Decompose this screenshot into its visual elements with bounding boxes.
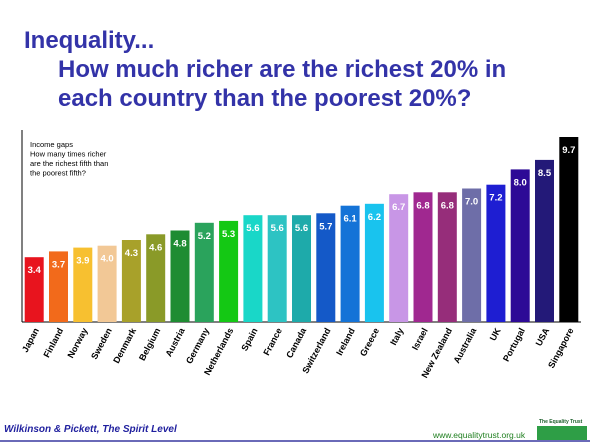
value-label: 3.4 bbox=[28, 265, 42, 276]
value-label: 3.9 bbox=[76, 256, 89, 267]
bars-group bbox=[24, 137, 579, 322]
bar-belgium bbox=[146, 234, 166, 322]
bar-denmark bbox=[121, 240, 141, 322]
annotation-line: How many times richer bbox=[30, 150, 107, 159]
value-label: 4.0 bbox=[100, 254, 113, 265]
bar-netherlands bbox=[219, 220, 239, 322]
annotation-line: are the richest fifth than bbox=[30, 159, 108, 168]
title-line-1: Inequality... bbox=[24, 27, 155, 54]
value-label: 4.6 bbox=[149, 242, 162, 253]
bar-greece bbox=[364, 203, 384, 322]
bottom-rule bbox=[0, 440, 590, 442]
value-label: 6.2 bbox=[368, 212, 381, 223]
value-label: 6.1 bbox=[343, 214, 357, 225]
bar-austria bbox=[170, 230, 190, 322]
category-label: Japan bbox=[20, 326, 41, 354]
category-label: Denmark bbox=[111, 325, 138, 365]
value-label: 5.3 bbox=[222, 229, 235, 240]
category-label: Australia bbox=[451, 325, 478, 365]
value-label: 4.3 bbox=[125, 248, 138, 259]
bar-norway bbox=[73, 247, 93, 322]
title-line-2: How much richer are the richest 20% in bbox=[58, 56, 507, 83]
bar-switzerland bbox=[316, 213, 336, 322]
category-label: Greece bbox=[358, 326, 381, 358]
annotation-line: Income gaps bbox=[30, 140, 73, 149]
value-label: 9.7 bbox=[562, 145, 575, 156]
bar-japan bbox=[24, 257, 44, 322]
value-label: 7.0 bbox=[465, 197, 478, 208]
bar-spain bbox=[243, 215, 263, 322]
category-label: Israel bbox=[410, 326, 430, 351]
value-label: 5.2 bbox=[198, 231, 211, 242]
bar-portugal bbox=[510, 169, 530, 322]
bar-singapore bbox=[559, 137, 579, 322]
annotation-line: the poorest fifth? bbox=[30, 169, 86, 178]
value-label: 7.2 bbox=[489, 193, 502, 204]
value-label: 5.6 bbox=[246, 223, 259, 234]
bar-usa bbox=[535, 159, 554, 322]
bar-sweden bbox=[97, 245, 117, 322]
category-label: Singapore bbox=[546, 326, 575, 370]
bar-canada bbox=[292, 215, 311, 322]
value-label: 4.8 bbox=[173, 239, 186, 250]
bar-italy bbox=[389, 194, 409, 322]
value-label: 6.8 bbox=[441, 200, 454, 211]
category-label: Belgium bbox=[137, 326, 163, 362]
category-label: Norway bbox=[65, 326, 89, 359]
category-label: Italy bbox=[388, 326, 405, 347]
title-line-3: each country than the poorest 20%? bbox=[58, 85, 472, 112]
category-label: Finland bbox=[41, 326, 65, 359]
logo-bar bbox=[537, 418, 587, 426]
value-label: 5.7 bbox=[319, 221, 332, 232]
value-label: 6.7 bbox=[392, 202, 405, 213]
bar-germany bbox=[194, 222, 214, 322]
bar-uk bbox=[486, 184, 506, 322]
bar-finland bbox=[49, 251, 68, 322]
bar-france bbox=[267, 215, 287, 322]
value-label: 6.8 bbox=[416, 200, 429, 211]
category-label: Canada bbox=[284, 325, 309, 359]
logo-text: The Equality Trust bbox=[539, 419, 583, 425]
value-label: 8.0 bbox=[514, 177, 527, 188]
value-label: 8.5 bbox=[538, 168, 552, 179]
category-label: Sweden bbox=[89, 326, 114, 361]
footer-url-link[interactable]: www.equalitytrust.org.uk bbox=[433, 430, 526, 440]
equality-trust-logo: The Equality Trust bbox=[537, 418, 587, 442]
category-label: France bbox=[261, 326, 284, 357]
bar-new-zealand bbox=[437, 192, 457, 322]
category-label: Portugal bbox=[501, 326, 527, 363]
bar-israel bbox=[413, 192, 433, 322]
value-labels-group: 3.4 3.7 3.9 4.0 4.3 4.6 4.8 5.2 5.3 5.6 5.6 5.6 5.7 6… bbox=[28, 145, 576, 276]
category-label: Germany bbox=[184, 326, 211, 365]
value-label: 5.6 bbox=[295, 223, 308, 234]
category-label: Austria bbox=[163, 325, 187, 358]
bar-ireland bbox=[340, 205, 360, 322]
category-label: Spain bbox=[239, 326, 259, 352]
value-label: 5.6 bbox=[271, 223, 284, 234]
slide-title: Inequality... How much richer are the ri… bbox=[24, 26, 506, 113]
bar-australia bbox=[462, 188, 482, 322]
value-label: 3.7 bbox=[52, 259, 65, 270]
category-label: UK bbox=[488, 326, 503, 343]
category-label: Ireland bbox=[334, 326, 357, 357]
footer-credit: Wilkinson & Pickett, The Spirit Level bbox=[4, 424, 177, 435]
category-label: USA bbox=[534, 326, 552, 348]
